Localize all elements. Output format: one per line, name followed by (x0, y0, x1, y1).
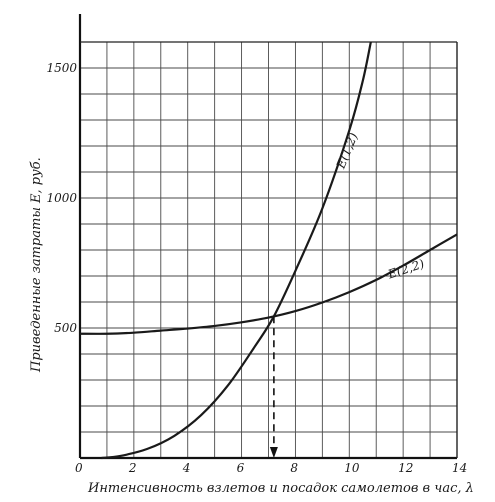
x-tick-label: 0 (75, 461, 83, 475)
series-lines (79, 41, 458, 460)
x-tick-label: 8 (290, 461, 298, 475)
tick-labels: 0 2 4 6 8 10 12 14 500 1000 1500 (46, 61, 467, 475)
series-line-e12 (101, 41, 372, 460)
series-labels: E(1,2) E(2,2) (333, 130, 426, 281)
x-tick-label: 4 (182, 461, 191, 475)
y-tick-label: 500 (54, 321, 77, 335)
x-tick-label: 2 (128, 461, 137, 475)
x-tick-label: 10 (344, 461, 360, 475)
grid (80, 42, 457, 458)
x-tick-label: 14 (452, 461, 467, 475)
axes (78, 14, 458, 460)
x-tick-label: 6 (237, 461, 245, 475)
annotations (269, 316, 278, 458)
x-tick-label: 12 (398, 461, 413, 475)
arrow-head (269, 447, 278, 458)
series-line-e22 (79, 233, 458, 335)
y-tick-label: 1500 (46, 61, 77, 75)
series-label-e12: E(1,2) (333, 130, 360, 171)
y-tick-label: 1000 (46, 191, 77, 205)
x-axis-label: Интенсивность взлетов и посадок самолето… (87, 481, 474, 496)
series-label-e22: E(2,2) (385, 257, 426, 282)
y-axis-label: Приведенные затраты Е, руб. (29, 157, 44, 373)
